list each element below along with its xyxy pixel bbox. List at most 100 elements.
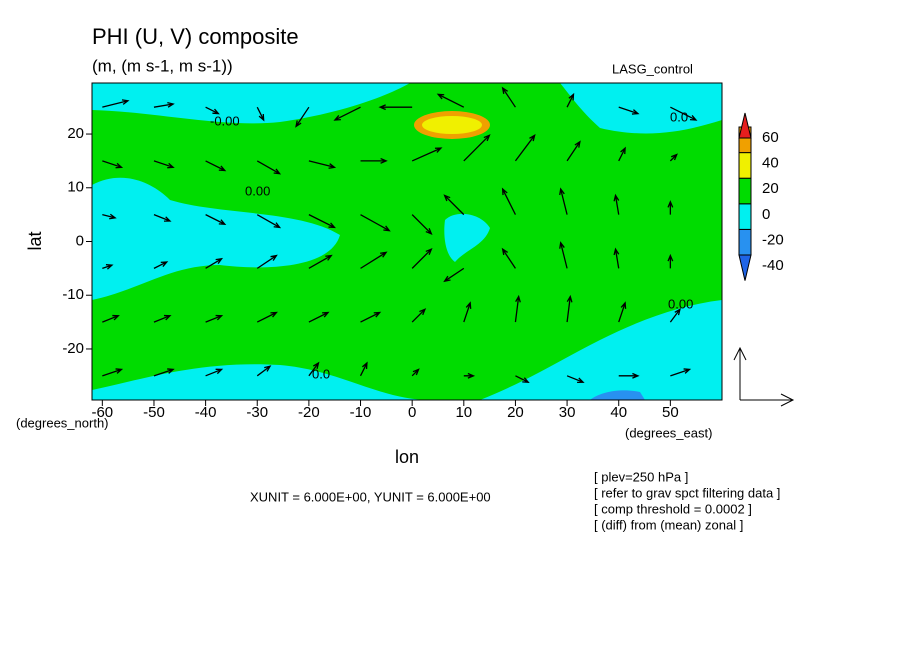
- wind-vector: [102, 264, 114, 270]
- wind-vector: [256, 214, 282, 229]
- wind-vector: [411, 247, 433, 269]
- wind-vector: [613, 193, 620, 215]
- y-axis-label: lat: [25, 231, 45, 250]
- wind-vector: [566, 375, 585, 383]
- wind-vector: [102, 99, 130, 108]
- wind-vector: [360, 157, 388, 164]
- wind-vector: [411, 368, 420, 377]
- reference-arrow: [740, 393, 795, 407]
- wind-vector: [256, 254, 278, 269]
- vector-field: [102, 86, 698, 383]
- wind-vector: [153, 214, 172, 222]
- wind-vector: [443, 194, 465, 216]
- reference-arrow: [733, 346, 747, 400]
- wind-vector: [501, 247, 516, 269]
- wind-vector: [256, 106, 265, 122]
- colorbar-box: [738, 177, 752, 205]
- wind-vector: [670, 106, 698, 121]
- note: [ (diff) from (mean) zonal ]: [594, 517, 743, 532]
- wind-vector: [360, 214, 391, 232]
- wind-vector: [669, 153, 678, 162]
- wind-vector: [102, 213, 117, 220]
- wind-vector: [515, 375, 530, 383]
- wind-vector: [153, 261, 169, 269]
- wind-vector: [411, 308, 427, 323]
- wind-vector: [205, 368, 224, 377]
- contour-fills: [92, 83, 722, 400]
- colorbar-label: 20: [762, 180, 779, 197]
- wind-vector: [102, 160, 124, 169]
- wind-vector: [153, 368, 175, 377]
- y-tick-label: 20: [67, 125, 84, 142]
- y-tick-label: 10: [67, 179, 84, 196]
- x-tick-label: 10: [455, 404, 472, 421]
- y-tick-label: 0: [76, 232, 84, 249]
- x-tick-label: -10: [350, 404, 372, 421]
- contour-label: 0.00: [245, 183, 270, 198]
- wind-vector: [153, 314, 172, 323]
- wind-vector: [514, 133, 536, 162]
- wind-vector: [256, 311, 278, 323]
- wind-vector: [463, 134, 491, 162]
- wind-vector: [566, 92, 575, 108]
- fill-region: [422, 116, 482, 134]
- wind-vector: [102, 314, 120, 323]
- x-tick-label: -20: [298, 404, 320, 421]
- wind-vector: [411, 147, 443, 162]
- wind-vector: [667, 200, 674, 215]
- fill-region: [92, 364, 430, 400]
- wind-vector: [205, 106, 220, 115]
- colorbar-box: [738, 152, 752, 179]
- y-units-label: (degrees_north): [16, 415, 109, 430]
- colorbar-box: [738, 203, 752, 230]
- x-tick-label: 50: [662, 404, 679, 421]
- wind-vector: [359, 361, 368, 377]
- wind-vector: [514, 294, 521, 323]
- fill-region: [560, 83, 722, 134]
- wind-vector: [463, 301, 472, 323]
- wind-vector: [308, 214, 336, 229]
- wind-vector: [501, 86, 516, 108]
- wind-vector: [443, 267, 465, 283]
- contour-label: 0.00: [668, 296, 693, 311]
- wind-vector: [360, 251, 388, 269]
- wind-vector: [308, 160, 337, 169]
- x-tick-label: -30: [246, 404, 268, 421]
- wind-vector: [559, 187, 568, 215]
- wind-vector: [501, 187, 517, 215]
- note: [ refer to grav spct filtering data ]: [594, 485, 780, 500]
- wind-vector: [205, 257, 224, 269]
- fill-region: [590, 390, 645, 400]
- x-tick-label: 40: [610, 404, 627, 421]
- fill-region: [444, 213, 490, 262]
- wind-vector: [153, 101, 175, 108]
- wind-vector: [667, 253, 674, 269]
- fill-region: [480, 300, 722, 400]
- y-tick-label: -20: [62, 340, 84, 357]
- contour-label: -0.00: [210, 113, 240, 128]
- y-tick-label: -10: [62, 286, 84, 303]
- colorbar-label: -20: [762, 231, 784, 248]
- wind-vector: [295, 106, 310, 128]
- vector-units: XUNIT = 6.000E+00, YUNIT = 6.000E+00: [250, 489, 491, 504]
- note: [ comp threshold = 0.0002 ]: [594, 501, 752, 516]
- contour-label: 0.0: [670, 109, 688, 124]
- wind-vector: [256, 160, 282, 175]
- wind-vector: [618, 372, 640, 379]
- x-tick-label: 0: [408, 404, 416, 421]
- colorbar-triangle: [738, 112, 752, 139]
- fill-region: [92, 177, 340, 300]
- x-tick-label: -60: [91, 404, 113, 421]
- wind-vector: [205, 314, 224, 323]
- wind-vector: [360, 311, 382, 323]
- wind-vector: [308, 361, 320, 377]
- x-axis-label: lon: [395, 447, 419, 467]
- wind-vector: [378, 104, 413, 111]
- x-tick-label: 30: [559, 404, 576, 421]
- colorbar-label: -40: [762, 257, 784, 274]
- wind-vector: [308, 311, 330, 323]
- wind-vector: [463, 372, 476, 379]
- chart-title: PHI (U, V) composite: [92, 24, 299, 49]
- wind-vector: [153, 160, 175, 169]
